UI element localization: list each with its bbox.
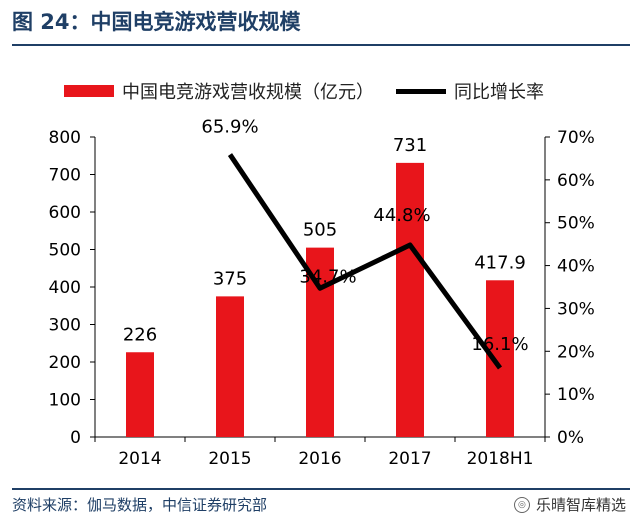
bar-value-label: 375 bbox=[213, 268, 247, 289]
y-right-tick-label: 10% bbox=[557, 385, 595, 405]
x-tick-label: 2014 bbox=[118, 449, 161, 469]
bar-value-label: 226 bbox=[123, 324, 157, 345]
bar-value-label: 731 bbox=[393, 135, 427, 156]
footer-rule bbox=[12, 488, 630, 490]
y-left-tick-label: 300 bbox=[49, 316, 81, 336]
bar-2016 bbox=[306, 247, 334, 437]
y-right-tick-label: 50% bbox=[557, 214, 595, 234]
line-value-label: 34.7% bbox=[299, 266, 356, 287]
legend-line-label: 同比增长率 bbox=[454, 82, 544, 103]
watermark: ◎ 乐晴智库精选 bbox=[513, 494, 626, 515]
y-left-tick-label: 200 bbox=[49, 353, 81, 373]
figure-title: 图 24：中国电竞游戏营收规模 bbox=[12, 10, 301, 34]
y-right-tick-label: 30% bbox=[557, 299, 595, 319]
y-left-tick-label: 400 bbox=[49, 278, 81, 298]
legend-bar-swatch bbox=[64, 85, 114, 97]
bar-value-label: 505 bbox=[303, 220, 337, 241]
y-right-tick-label: 40% bbox=[557, 257, 595, 277]
line-value-label: 44.8% bbox=[373, 205, 430, 226]
y-left-tick-label: 700 bbox=[49, 166, 81, 186]
chart-legend: 中国电竞游戏营收规模（亿元） 同比增长率 bbox=[64, 78, 544, 104]
legend-bar-label: 中国电竞游戏营收规模（亿元） bbox=[122, 82, 374, 103]
x-tick-label: 2016 bbox=[298, 449, 341, 469]
x-tick-label: 2017 bbox=[388, 449, 431, 469]
legend-line-swatch bbox=[396, 88, 446, 94]
bar-value-label: 417.9 bbox=[474, 252, 526, 273]
bar-2017 bbox=[396, 162, 424, 437]
bar-2014 bbox=[126, 352, 154, 437]
bar-2015 bbox=[216, 296, 244, 437]
y-right-tick-label: 70% bbox=[557, 128, 595, 148]
y-left-tick-label: 500 bbox=[49, 241, 81, 261]
y-right-tick-label: 20% bbox=[557, 342, 595, 362]
x-tick-label: 2015 bbox=[208, 449, 251, 469]
watermark-text: 乐晴智库精选 bbox=[535, 496, 626, 514]
line-value-label: 16.1% bbox=[471, 334, 528, 355]
y-right-tick-label: 60% bbox=[557, 171, 595, 191]
y-left-tick-label: 600 bbox=[49, 203, 81, 223]
growth-rate-line bbox=[227, 153, 503, 370]
line-value-label: 65.9% bbox=[201, 117, 258, 138]
source-note: 资料来源：伽马数据，中信证券研究部 bbox=[12, 496, 268, 514]
wechat-icon: ◎ bbox=[513, 496, 530, 513]
y-left-tick-label: 800 bbox=[49, 128, 81, 148]
y-left-tick-label: 100 bbox=[49, 391, 81, 411]
x-tick-label: 2018H1 bbox=[467, 449, 534, 469]
y-right-tick-label: 0% bbox=[557, 428, 584, 448]
title-rule bbox=[12, 44, 630, 46]
y-left-tick-label: 0 bbox=[70, 428, 81, 448]
